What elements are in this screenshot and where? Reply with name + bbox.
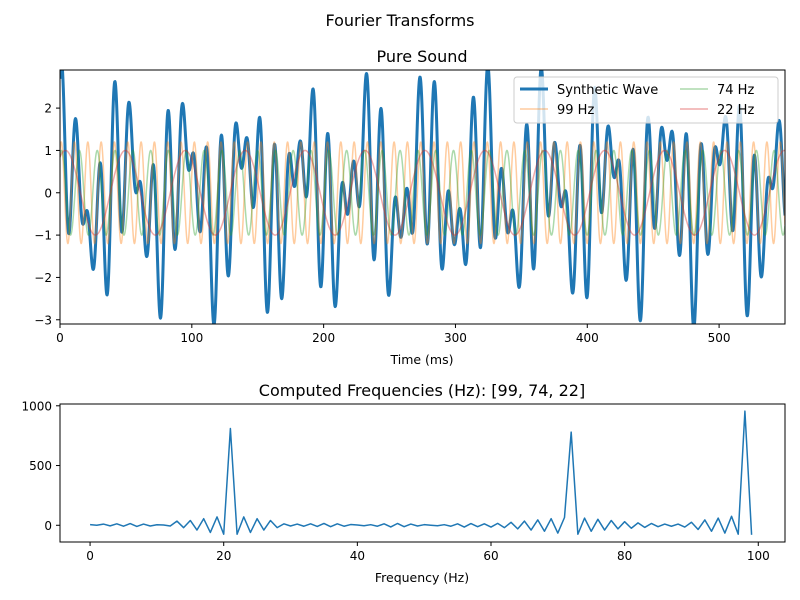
spectrum-line [90, 410, 753, 535]
time-y-ticks: −3 −2 −1 0 1 2 [34, 102, 60, 327]
frequency-x-tick-label: 60 [483, 549, 498, 563]
time-domain-chart: Pure Sound 0 100 200 300 400 500 −3 −2 −1 0 1 2 Ti… [34, 47, 786, 367]
frequency-y-tick-label: 500 [29, 459, 52, 473]
time-x-ticks: 0 100 200 300 400 500 [56, 324, 731, 345]
time-x-tick-label: 500 [708, 331, 731, 345]
time-x-tick-label: 300 [444, 331, 467, 345]
time-x-tick-label: 200 [312, 331, 335, 345]
time-x-tick-label: 100 [180, 331, 203, 345]
time-y-tick-label: 1 [44, 144, 52, 158]
time-x-tick-label: 0 [56, 331, 64, 345]
tone-99hz-line [60, 141, 785, 245]
time-y-tick-label: 0 [44, 186, 52, 200]
frequency-axes-frame [59, 403, 786, 543]
figure-title: Fourier Transforms [325, 11, 474, 30]
legend-label-99hz: 99 Hz [557, 103, 594, 118]
time-y-tick-label: −1 [34, 229, 52, 243]
tone-22hz-line [60, 149, 785, 236]
frequency-chart-title: Computed Frequencies (Hz): [99, 74, 22] [259, 381, 585, 400]
frequency-domain-chart: Computed Frequencies (Hz): [99, 74, 22] … [21, 381, 786, 585]
frequency-x-tick-label: 20 [216, 549, 231, 563]
tone-74hz-line [60, 149, 785, 236]
time-axes-frame [59, 69, 786, 325]
frequency-y-tick-label: 1000 [21, 399, 52, 413]
time-x-tick-label: 400 [576, 331, 599, 345]
time-y-tick-label: −2 [34, 271, 52, 285]
time-y-tick-label: −3 [34, 313, 52, 327]
legend-label-74hz: 74 Hz [717, 83, 754, 98]
frequency-y-ticks: 0 500 1000 [21, 399, 60, 533]
time-x-label: Time (ms) [389, 352, 453, 367]
time-plot-area [60, 70, 785, 324]
frequency-x-label: Frequency (Hz) [375, 570, 469, 585]
legend-label-synthetic: Synthetic Wave [557, 83, 658, 98]
frequency-x-tick-label: 40 [350, 549, 365, 563]
frequency-x-tick-label: 0 [86, 549, 94, 563]
frequency-x-ticks: 0 20 40 60 80 100 [86, 542, 770, 563]
time-chart-title: Pure Sound [376, 47, 467, 66]
legend-box [513, 76, 779, 124]
frequency-x-tick-label: 80 [617, 549, 632, 563]
frequency-y-tick-label: 0 [44, 519, 52, 533]
legend-label-22hz: 22 Hz [717, 103, 754, 118]
time-y-tick-label: 2 [44, 102, 52, 116]
legend: Synthetic Wave 99 Hz 74 Hz 22 Hz [513, 76, 779, 124]
frequency-x-tick-label: 100 [747, 549, 770, 563]
frequency-plot-area [90, 410, 753, 535]
synthetic-wave-line [60, 70, 785, 324]
